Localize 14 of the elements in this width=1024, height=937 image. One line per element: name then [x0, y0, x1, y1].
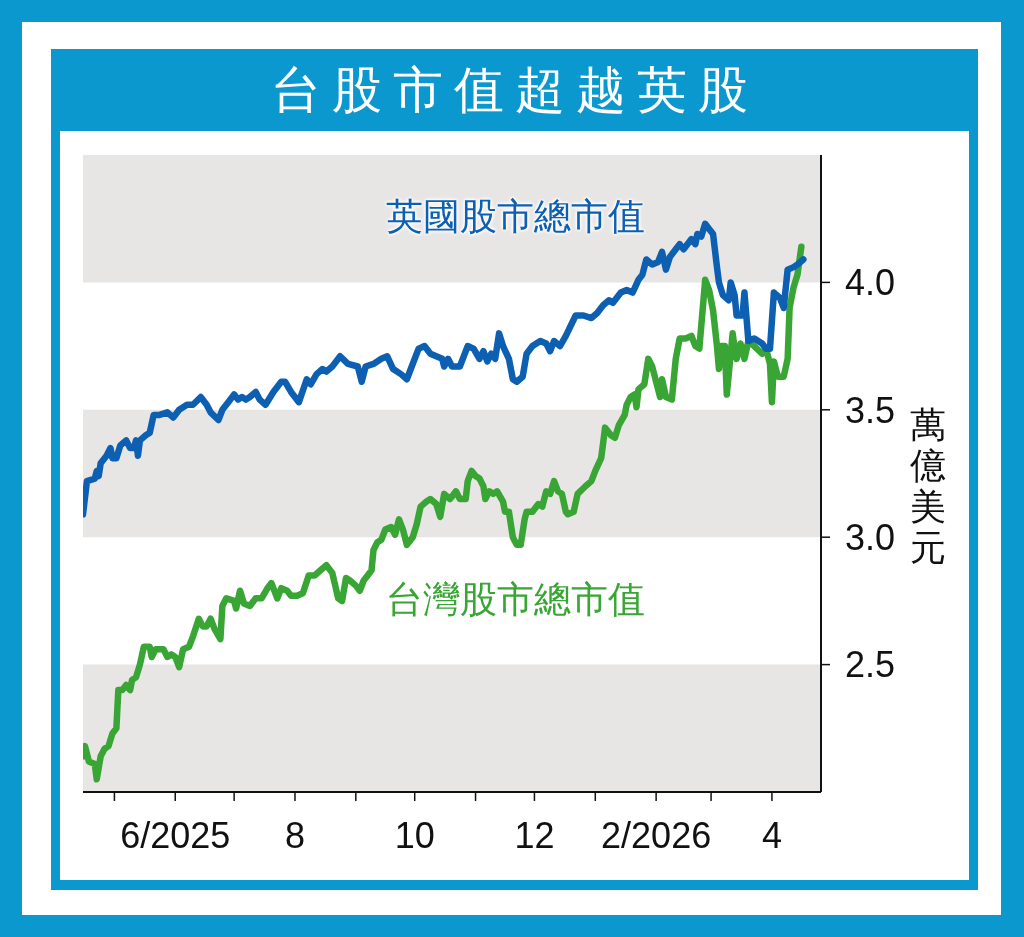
series-label: 台灣股市總市值 [386, 579, 645, 620]
y-tick-label: 2.5 [845, 644, 896, 686]
y-tick-label: 3.5 [845, 389, 896, 431]
x-tick-label: 6/2025 [120, 814, 231, 856]
series-label: 英國股市總市值 [386, 196, 645, 237]
x-tick-label: 8 [284, 814, 305, 856]
chart-title: 台股市值超越英股 [269, 61, 760, 120]
y-axis-title: 萬億美元 [909, 404, 947, 568]
x-tick-label: 10 [394, 814, 435, 856]
x-tick-label: 12 [514, 814, 555, 856]
y-tick-label: 3.0 [845, 516, 896, 558]
x-tick-label: 4 [761, 814, 782, 856]
y-tick-label: 4.0 [845, 262, 896, 304]
x-tick-label: 2/2026 [601, 814, 712, 856]
